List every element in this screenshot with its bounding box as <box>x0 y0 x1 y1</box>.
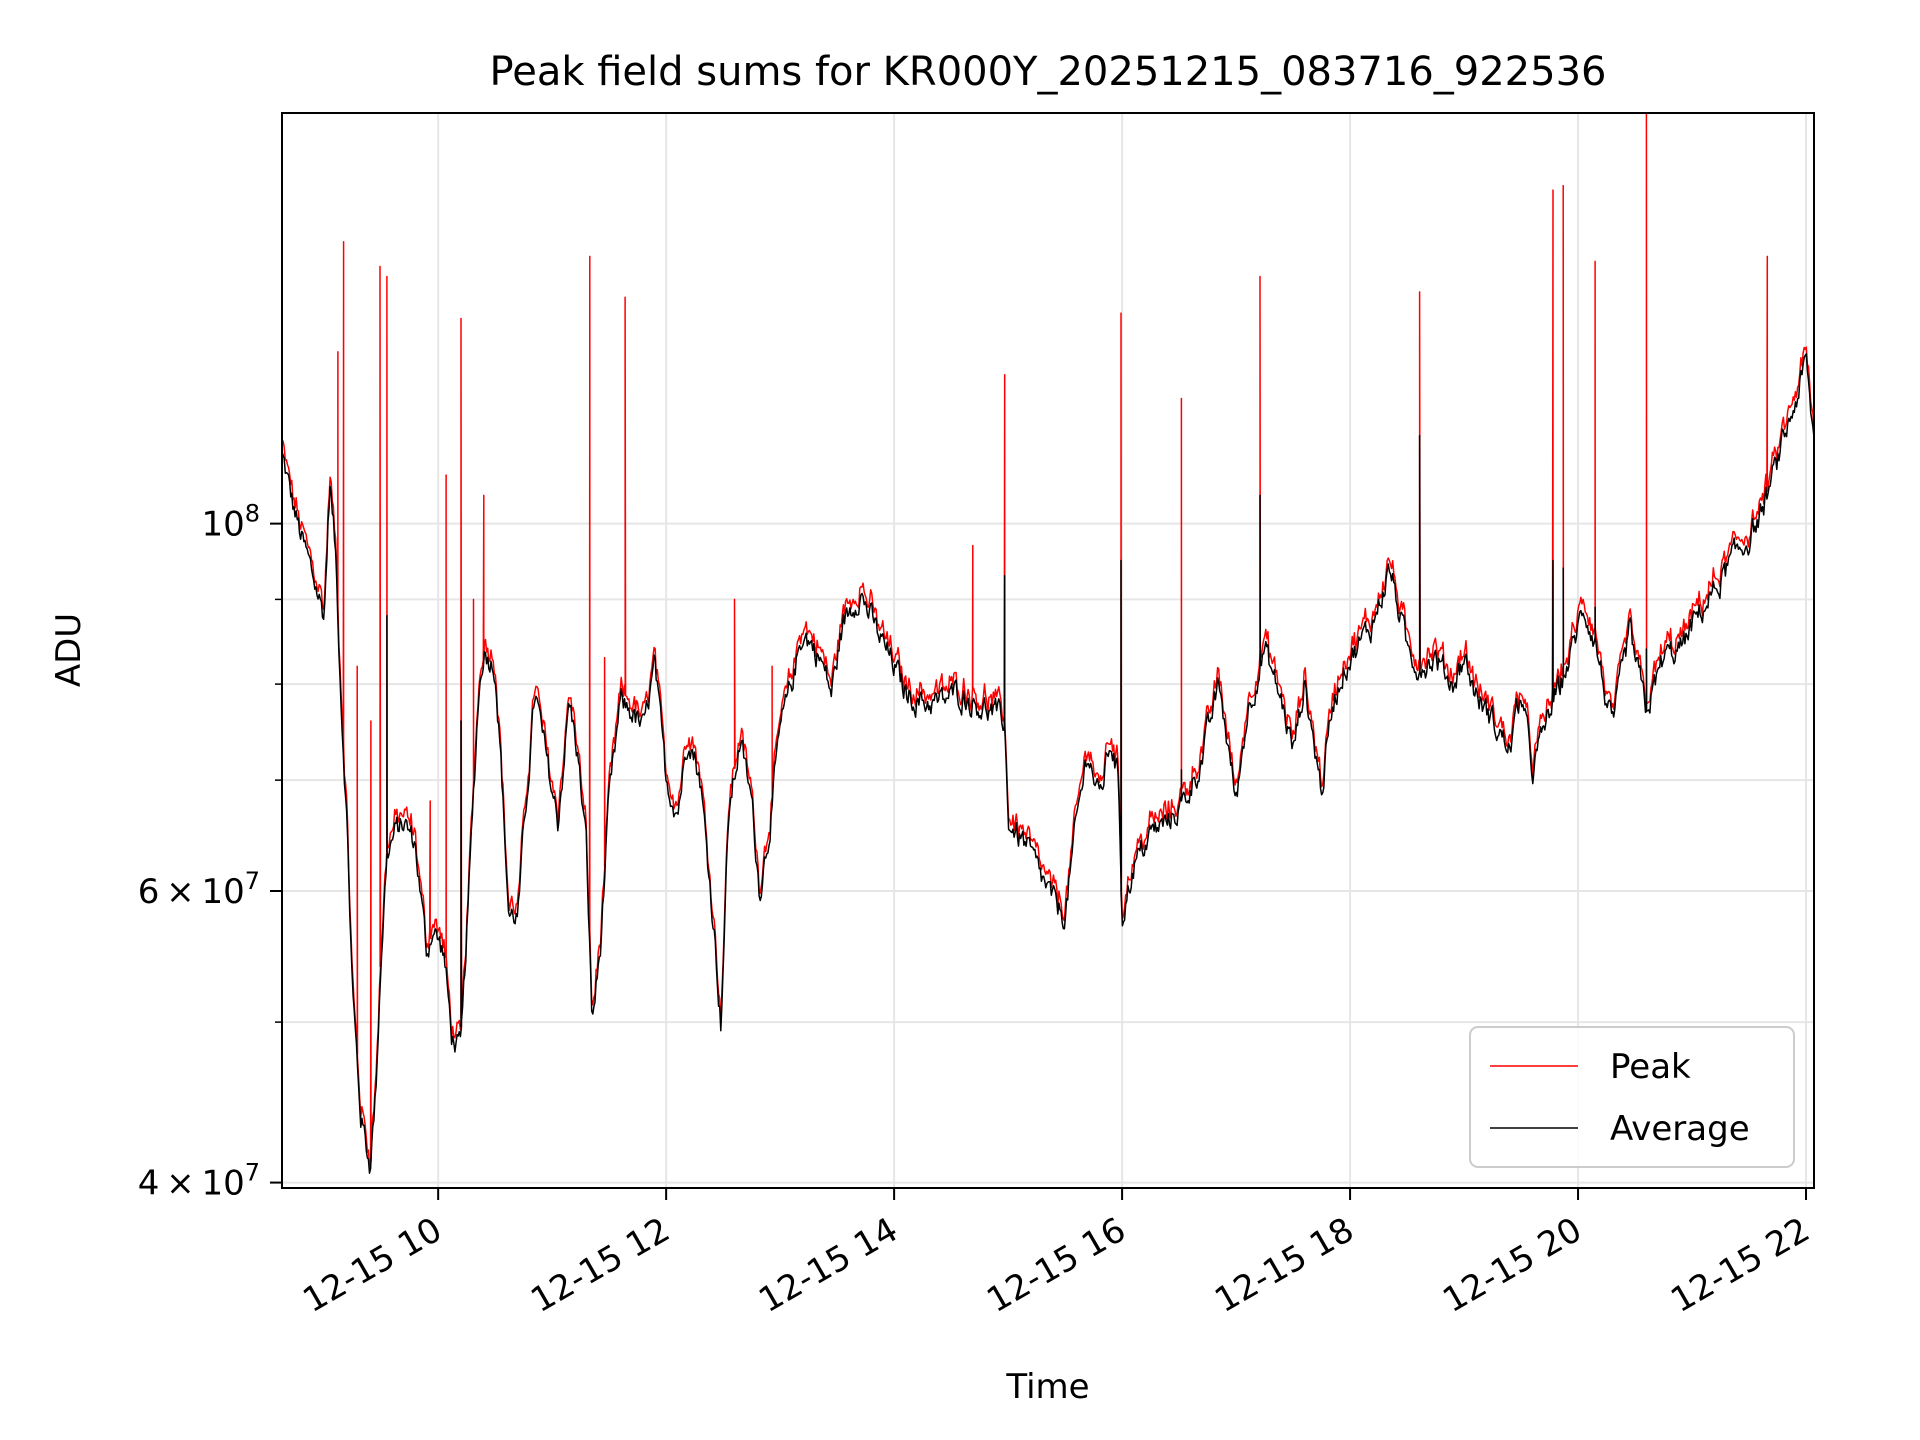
legend-box <box>1469 1026 1795 1168</box>
x-axis-label: Time <box>1005 1367 1089 1407</box>
series-line-average <box>282 353 1814 1174</box>
series-line-peak <box>282 113 1814 1168</box>
plot-frame <box>281 112 1815 1189</box>
y-tick-label: 4 × 107 <box>138 1159 260 1204</box>
legend-label-average: Average <box>1610 1109 1750 1149</box>
legend-label-peak: Peak <box>1610 1047 1691 1087</box>
y-tick-label: 6 × 107 <box>138 867 260 912</box>
legend: Peak Average <box>1469 1026 1795 1168</box>
y-axis: 108 6 × 107 4 × 107 <box>138 500 282 1204</box>
plot-area <box>282 113 1814 1174</box>
chart-title: Peak field sums for KR000Y_20251215_0837… <box>490 49 1607 95</box>
y-axis-label: ADU <box>49 613 89 687</box>
y-tick-label: 108 <box>201 500 260 545</box>
series-layer <box>282 113 1814 1174</box>
